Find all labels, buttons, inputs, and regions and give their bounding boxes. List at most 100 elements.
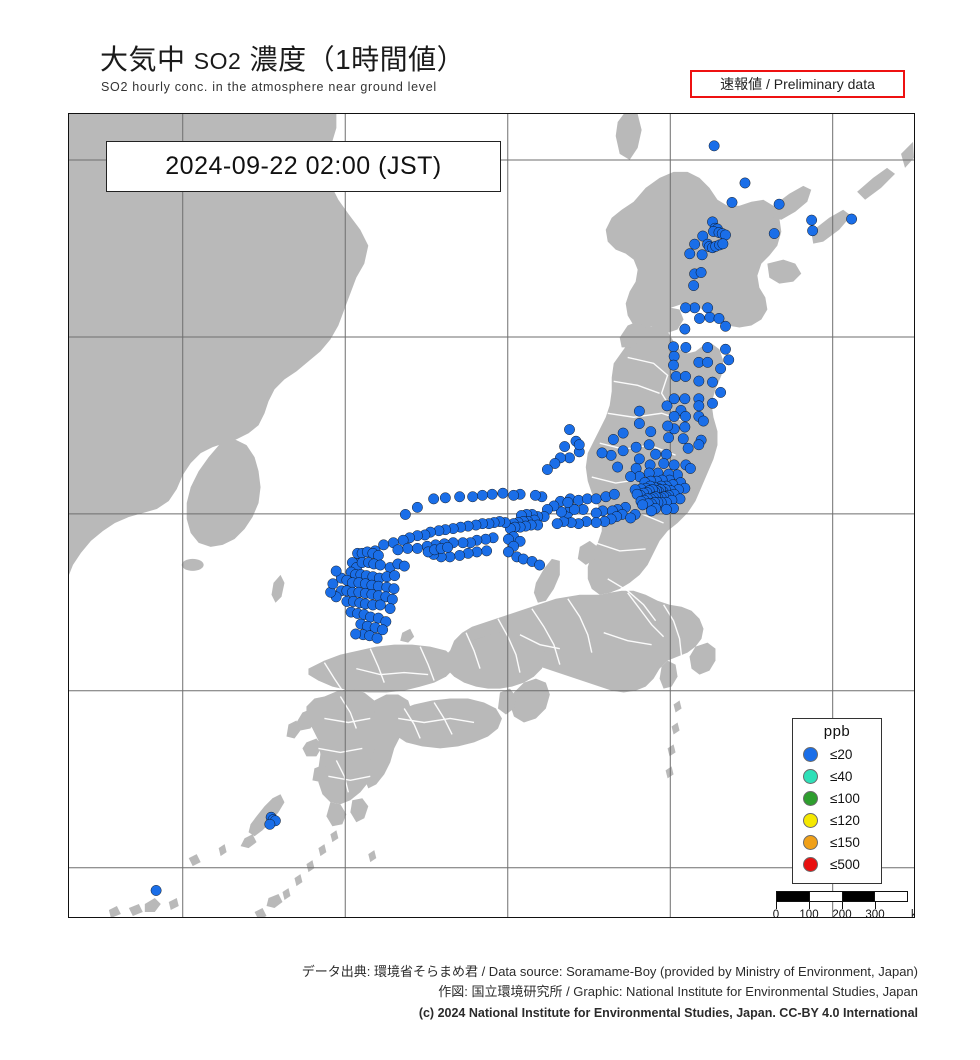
observation-point [607,434,619,445]
observation-point [713,313,725,324]
scale-bar: 0 100 200 300 km [773,891,914,918]
footer-graphic-credit: 作図: 国立環境研究所 / Graphic: National Institut… [438,984,918,999]
y-axis-minor-tick [68,603,69,604]
observation-point [564,424,575,435]
footer-data-source: データ出典: 環境省そらまめ君 / Data source: Soramame-… [301,964,918,979]
legend-color-swatch [803,856,818,872]
observation-point [650,448,662,460]
observation-point [715,363,727,375]
scale-bar-segment [875,892,907,901]
y-axis-minor-tick [68,852,69,853]
observation-point [467,491,479,503]
graticule-grid [69,114,914,917]
observation-point [454,550,466,561]
observation-point [529,489,541,501]
observation-point [680,302,691,314]
observation-point [428,493,440,505]
observation-point [388,583,400,595]
scale-bar-segment [809,892,843,901]
page-title-so2: SO2 [193,48,242,74]
legend-label: ≤40 [830,768,853,784]
observation-point [715,386,727,398]
observation-point [497,487,509,499]
y-axis-minor-tick [68,355,69,356]
observation-point [693,400,705,412]
observation-point [702,342,714,353]
observation-point [720,320,731,332]
observation-point [392,544,404,556]
y-axis-minor-tick [68,887,69,888]
observation-point [702,302,714,314]
observation-point [486,488,498,500]
scale-bar-unit: km [911,909,914,917]
observation-point [457,537,469,549]
observation-point [378,539,390,551]
scale-bar-label: 100 [799,909,819,918]
preliminary-data-badge: 速報値 / Preliminary data [690,70,905,98]
legend-row: ≤20 [793,743,881,765]
observation-point [663,432,675,444]
observation-point [605,449,617,461]
observation-point [630,441,642,453]
observation-point [633,453,645,465]
y-axis-minor-tick [68,142,69,143]
observation-point [694,313,705,324]
observation-point [723,354,735,366]
observation-point [568,504,580,515]
y-axis-minor-tick [68,745,69,746]
observation-point [374,599,386,611]
observation-point [559,441,571,452]
observation-point [668,411,680,422]
observation-point [806,214,818,226]
scale-bar-label: 300 [865,909,885,918]
page-title-main: 大気中 [100,44,186,75]
observation-point [695,267,707,278]
footer: データ出典: 環境省そらまめ君 / Data source: Soramame-… [0,962,980,1024]
observation-point [679,323,691,335]
legend-row: ≤120 [793,809,881,831]
scale-bar-ticks [776,902,908,909]
observation-point [684,463,696,474]
y-axis-minor-tick [68,249,69,250]
observation-point [564,452,575,464]
observation-point [708,140,720,152]
observation-point [689,238,701,250]
map-canvas[interactable]: 2024-09-22 02:00 (JST) ppb ≤20 ≤40 ≤100 ≤12… [69,114,914,917]
observation-point [150,885,162,896]
y-axis-minor-tick [68,284,69,285]
y-axis-minor-tick [68,391,69,392]
y-axis-minor-tick [68,710,69,711]
y-axis-minor-tick [68,674,69,675]
observation-point [668,393,680,405]
observation-point [617,427,629,439]
timestamp-label: 2024-09-22 02:00 (JST) [106,141,501,192]
legend-label: ≤120 [830,812,860,828]
observation-point [625,512,637,524]
observation-point [402,542,414,554]
y-axis-minor-tick [68,178,69,179]
map-graphic [69,114,914,917]
y-axis-tick [68,515,69,516]
observation-point [327,578,339,590]
page-title-rest: 濃度（1時間値） [249,44,466,75]
observation-point [590,517,602,528]
legend-color-swatch [803,746,818,762]
observation-point [481,545,493,557]
observation-point [608,488,620,500]
observation-point [807,225,819,237]
observation-point [696,249,708,261]
observation-point [846,213,858,225]
page-title: 大気中 SO2 濃度（1時間値） [100,38,465,78]
observation-point [399,509,411,520]
observation-point [637,499,649,511]
legend-title: ppb [823,723,851,740]
observation-point [612,461,624,473]
map-panel[interactable]: 2024-09-22 02:00 (JST) ppb ≤20 ≤40 ≤100 ≤12… [68,113,915,918]
y-axis-tick [68,160,69,161]
legend-label: ≤100 [830,790,860,806]
observation-point [350,628,362,640]
observation-point [555,506,567,518]
observation-point [633,418,645,429]
observation-point [688,280,700,291]
legend-row: ≤150 [793,831,881,853]
